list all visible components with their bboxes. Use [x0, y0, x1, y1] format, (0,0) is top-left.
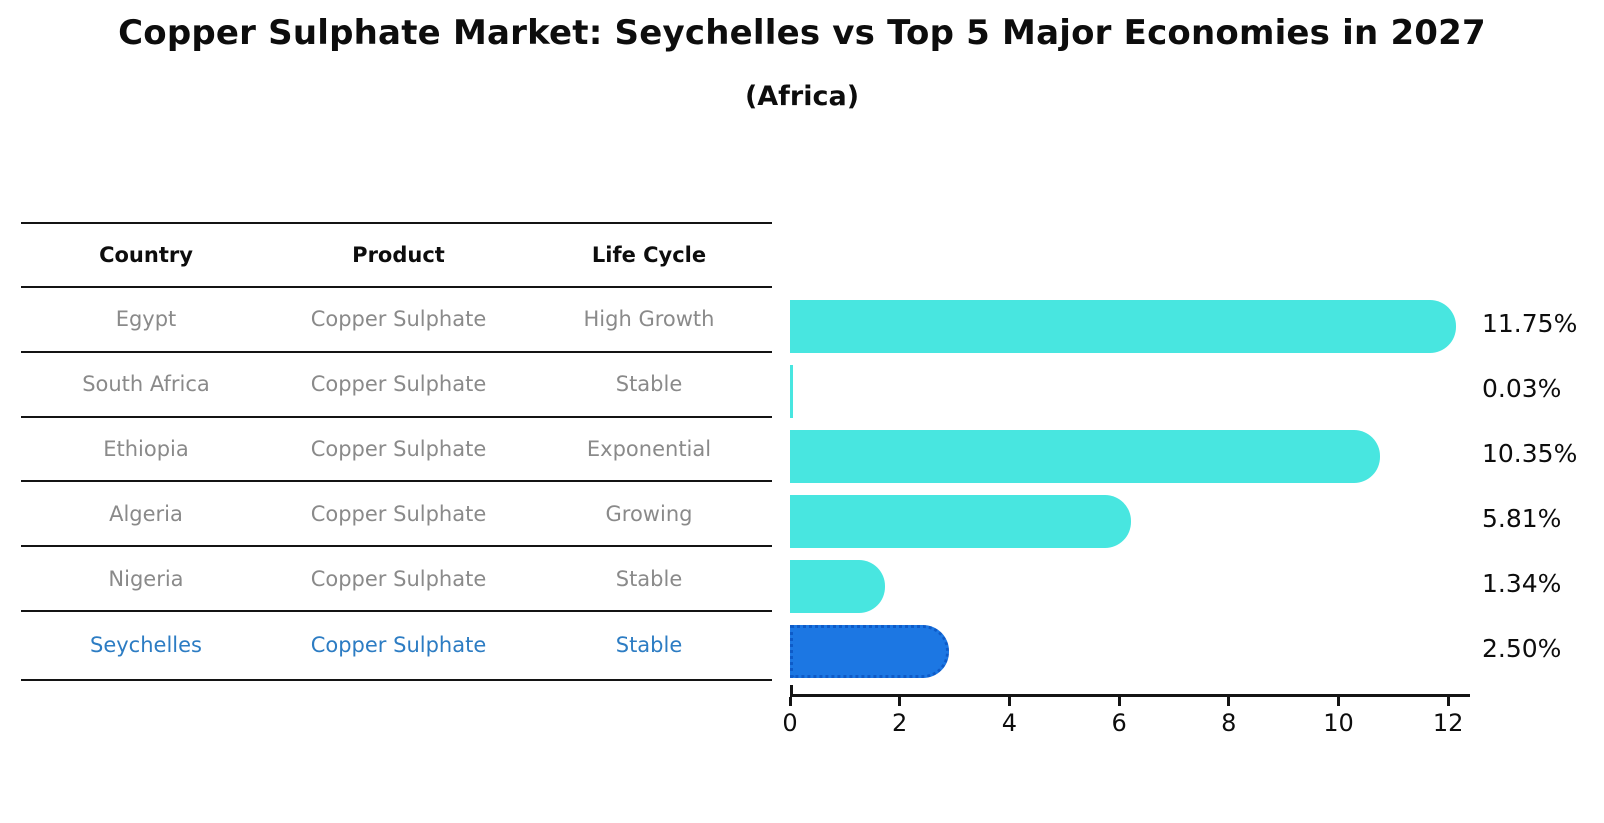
- x-axis-line: [790, 694, 1470, 697]
- x-tick-4: [1007, 697, 1011, 706]
- table-row-egypt: Egypt Copper Sulphate High Growth: [21, 288, 772, 353]
- country-table: Country Product Life Cycle Egypt Copper Sulp…: [21, 222, 772, 681]
- cell-product: Copper Sulphate: [310, 372, 487, 397]
- bar-ethiopia: [790, 429, 1380, 483]
- x-tick-label-12: 12: [1432, 709, 1464, 737]
- value-label-south-africa: 0.03%: [1482, 374, 1562, 403]
- cell-country: Seychelles: [90, 633, 202, 658]
- bar-nigeria: [790, 559, 886, 613]
- cell-life-cycle: Stable: [615, 633, 683, 658]
- table-row-algeria: Algeria Copper Sulphate Growing: [21, 482, 772, 548]
- cell-life-cycle: Exponential: [586, 436, 712, 461]
- column-header-product: Product: [352, 243, 445, 267]
- cell-country: South Africa: [82, 372, 210, 397]
- column-header-life-cycle: Life Cycle: [591, 243, 707, 267]
- value-label-egypt: 11.75%: [1482, 309, 1578, 338]
- cell-life-cycle: Stable: [615, 372, 683, 397]
- x-tick-8: [1227, 697, 1231, 706]
- x-tick-12: [1446, 697, 1450, 706]
- cell-country: Algeria: [109, 501, 183, 526]
- x-tick-label-8: 8: [1221, 709, 1237, 737]
- table-row-south-africa: South Africa Copper Sulphate Stable: [21, 353, 772, 418]
- x-tick-label-0: 0: [782, 709, 798, 737]
- y-axis-stub: [790, 685, 793, 696]
- table-header-row: Country Product Life Cycle: [21, 224, 772, 288]
- cell-product: Copper Sulphate: [310, 307, 487, 332]
- cell-product: Copper Sulphate: [310, 436, 487, 461]
- value-label-ethiopia: 10.35%: [1482, 439, 1578, 468]
- value-label-seychelles: 2.50%: [1482, 634, 1562, 663]
- value-label-algeria: 5.81%: [1482, 504, 1562, 533]
- table-row-seychelles: Seychelles Copper Sulphate Stable: [21, 612, 772, 681]
- cell-life-cycle: Growing: [605, 501, 693, 526]
- cell-product: Copper Sulphate: [310, 633, 487, 658]
- x-tick-2: [898, 697, 902, 706]
- value-label-nigeria: 1.34%: [1482, 569, 1562, 598]
- cell-life-cycle: High Growth: [583, 307, 715, 332]
- x-tick-6: [1117, 697, 1121, 706]
- bar-egypt: [790, 299, 1457, 353]
- x-tick-0: [788, 697, 792, 706]
- cell-product: Copper Sulphate: [310, 566, 487, 591]
- column-header-country: Country: [99, 243, 193, 267]
- chart-title: Copper Sulphate Market: Seychelles vs To…: [118, 13, 1486, 53]
- cell-country: Egypt: [115, 307, 177, 332]
- bar-south-africa: [790, 364, 793, 418]
- table-row-ethiopia: Ethiopia Copper Sulphate Exponential: [21, 418, 772, 483]
- x-tick-label-4: 4: [1001, 709, 1018, 737]
- cell-product: Copper Sulphate: [310, 501, 487, 526]
- bar-algeria: [790, 494, 1131, 548]
- chart-subtitle: (Africa): [744, 81, 860, 112]
- x-tick-label-6: 6: [1111, 709, 1127, 737]
- x-tick-10: [1337, 697, 1340, 706]
- cell-country: Ethiopia: [103, 436, 189, 461]
- cell-life-cycle: Stable: [615, 566, 683, 591]
- bar-seychelles: [790, 624, 950, 678]
- table-row-nigeria: Nigeria Copper Sulphate Stable: [21, 547, 772, 612]
- x-tick-label-10: 10: [1323, 709, 1354, 737]
- x-tick-label-2: 2: [892, 709, 908, 737]
- cell-country: Nigeria: [108, 566, 184, 591]
